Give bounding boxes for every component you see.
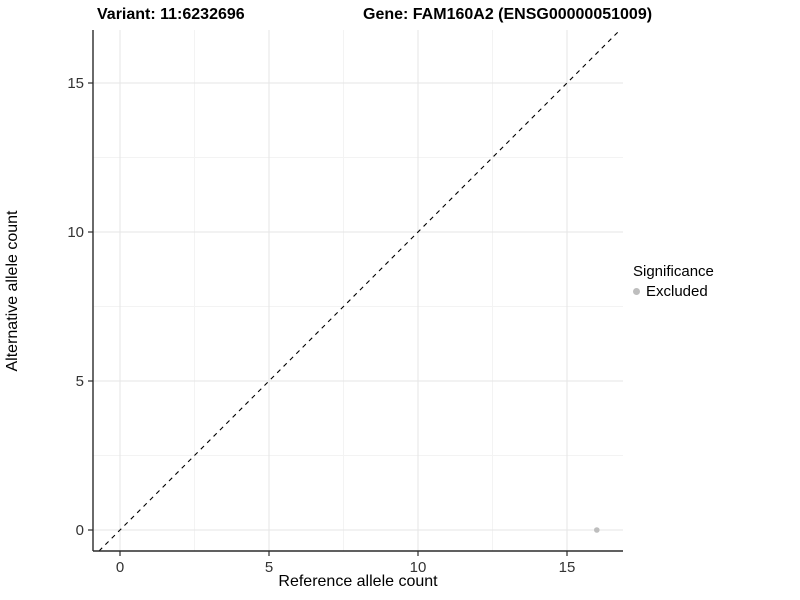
y-tick-label: 5	[76, 373, 84, 390]
legend-item-label: Excluded	[646, 283, 708, 300]
y-tick-label: 10	[67, 224, 84, 241]
gene-title: Gene: FAM160A2 (ENSG00000051009)	[363, 6, 653, 23]
legend: Significance Excluded	[633, 263, 714, 300]
x-tick-label: 0	[116, 559, 124, 576]
x-tick-label: 10	[410, 559, 427, 576]
identity-reference-line	[98, 29, 621, 552]
data-point	[594, 527, 600, 533]
legend-title: Significance	[633, 263, 714, 280]
variant-title: Variant: 11:6232696	[97, 6, 245, 23]
y-tick-label: 0	[76, 522, 84, 539]
y-axis-title: Alternative allele count	[4, 210, 21, 372]
legend-point-icon	[633, 288, 640, 295]
legend-item-excluded: Excluded	[633, 283, 714, 300]
y-tick-label: 15	[67, 75, 84, 92]
x-tick-label: 5	[265, 559, 273, 576]
x-tick-label: 15	[559, 559, 576, 576]
x-axis-title: Reference allele count	[278, 573, 438, 590]
